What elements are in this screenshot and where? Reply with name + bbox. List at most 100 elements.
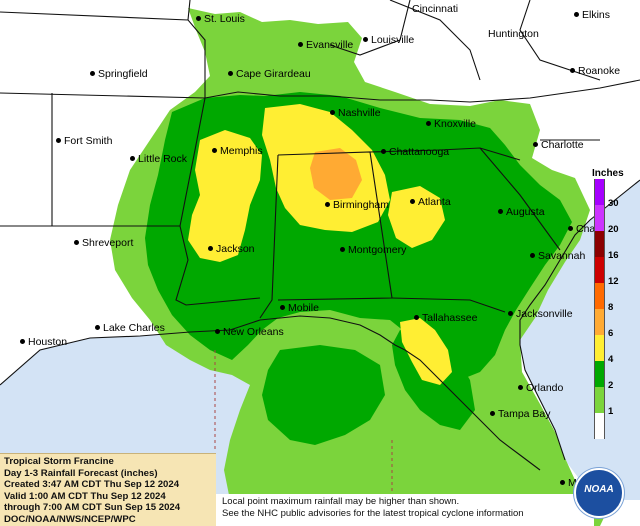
city-label: Houston — [28, 336, 68, 348]
legend-label: 16 — [608, 250, 619, 261]
legend-swatch — [594, 205, 605, 231]
city-cape-girardeau: Cape Girardeau — [228, 68, 311, 80]
legend-swatch — [594, 387, 605, 413]
city-roanoke: Roanoke — [570, 65, 620, 77]
legend-title: Inches — [592, 168, 624, 179]
city-marker — [90, 70, 95, 76]
city-mi: Mi — [560, 477, 579, 489]
city-tallahassee: Tallahassee — [414, 312, 477, 324]
city-st-louis: St. Louis — [196, 13, 245, 25]
note-line-1: Local point maximum rainfall may be high… — [222, 496, 460, 507]
city-marker — [414, 314, 419, 320]
city-label: Augusta — [506, 206, 545, 218]
legend-item: 1 — [594, 387, 638, 417]
city-label: Shreveport — [82, 237, 134, 249]
offshore-dashes — [214, 350, 393, 500]
note-line-2: See the NHC public advisories for the la… — [222, 507, 524, 519]
legend-item: 4 — [594, 335, 638, 365]
city-marker — [570, 67, 575, 73]
city-label: Charlotte — [541, 139, 584, 151]
city-marker — [20, 338, 25, 344]
city-marker — [560, 479, 565, 485]
city-label: Chattanooga — [389, 146, 450, 158]
city-fort-smith: Fort Smith — [56, 135, 112, 147]
legend-label: 30 — [608, 198, 619, 209]
legend-item: 2 — [594, 361, 638, 391]
city-marker — [533, 141, 538, 147]
city-label: Louisville — [371, 34, 415, 46]
city-label: Little Rock — [138, 153, 188, 165]
forecast-info-box: Tropical Storm Francine Day 1-3 Rainfall… — [0, 453, 216, 526]
city-little-rock: Little Rock — [130, 153, 187, 165]
legend-swatch — [594, 309, 605, 335]
city-marker — [381, 148, 386, 154]
rain-4in-mississippi — [188, 130, 262, 262]
city-houston: Houston — [20, 336, 67, 348]
city-label: Tampa Bay — [498, 408, 551, 420]
city-birmingham: Birmingham — [325, 199, 389, 211]
city-label: Orlando — [526, 382, 564, 394]
city-marker — [574, 11, 579, 17]
city-label: Evansville — [306, 39, 354, 51]
rain-4in-florida — [400, 318, 452, 385]
storm-name: Tropical Storm Francine — [4, 456, 114, 467]
legend-swatch — [594, 413, 605, 439]
city-marker — [228, 70, 233, 76]
rain-6in-core — [310, 148, 362, 200]
city-mobile: Mobile — [280, 302, 319, 314]
city-marker — [518, 384, 523, 390]
city-label: Cincinnati — [412, 3, 459, 15]
city-marker — [426, 120, 431, 126]
city-label: Roanoke — [578, 65, 621, 77]
city-louisville: Louisville — [363, 34, 414, 46]
legend-item: 16 — [594, 231, 638, 261]
city-label: Knoxville — [434, 118, 477, 130]
city-label: Cha — [576, 223, 596, 235]
city-label: Jacksonville — [516, 308, 573, 320]
legend: Inches 30 20 16 12 8 6 4 2 1 — [592, 168, 638, 439]
city-label: Cape Girardeau — [236, 68, 311, 80]
city-marker — [196, 15, 201, 21]
city-charlotte: Charlotte — [533, 139, 584, 151]
city-label: Memphis — [220, 145, 263, 157]
state-boundaries — [0, 0, 640, 319]
city-marker — [508, 310, 513, 316]
city-marker — [568, 225, 573, 231]
city-marker — [298, 41, 303, 47]
city-memphis: Memphis — [212, 145, 263, 157]
city-marker — [74, 239, 79, 245]
city-label: Huntington — [488, 28, 539, 40]
city-springfield: Springfield — [90, 68, 148, 80]
city-marker — [410, 198, 415, 204]
coastline — [0, 315, 541, 471]
city-elkins: Elkins — [574, 9, 610, 21]
legend-item: 8 — [594, 283, 638, 313]
legend-label: 8 — [608, 302, 614, 313]
city-marker — [130, 155, 135, 161]
legend-label: 2 — [608, 380, 614, 391]
city-lake-charles: Lake Charles — [95, 322, 165, 334]
city-new-orleans: New Orleans — [215, 326, 284, 338]
city-label: Lake Charles — [103, 322, 165, 334]
legend-swatch — [594, 361, 605, 387]
legend-rows: 30 20 16 12 8 6 4 2 1 — [594, 179, 638, 439]
city-orlando: Orlando — [518, 382, 563, 394]
legend-swatch — [594, 335, 605, 361]
city-label: Savannah — [538, 250, 586, 262]
rain-4in-atlanta — [388, 186, 445, 248]
rain-2in-gulf — [262, 345, 385, 445]
noaa-logo: NOAA — [574, 468, 624, 518]
city-jacksonville: Jacksonville — [508, 308, 573, 320]
city-label: Elkins — [582, 9, 611, 21]
legend-item — [594, 413, 638, 439]
city-chattanooga: Chattanooga — [381, 146, 449, 158]
forecast-period: Day 1-3 Rainfall Forecast (inches) — [4, 467, 158, 479]
atlantic-coast — [519, 179, 640, 461]
legend-swatch — [594, 257, 605, 283]
city-label: Tallahassee — [422, 312, 478, 324]
city-knoxville: Knoxville — [426, 118, 476, 130]
city-evansville: Evansville — [298, 39, 353, 51]
created-time: Created 3:47 AM CDT Thu Sep 12 2024 — [4, 479, 180, 490]
city-marker — [208, 245, 213, 251]
